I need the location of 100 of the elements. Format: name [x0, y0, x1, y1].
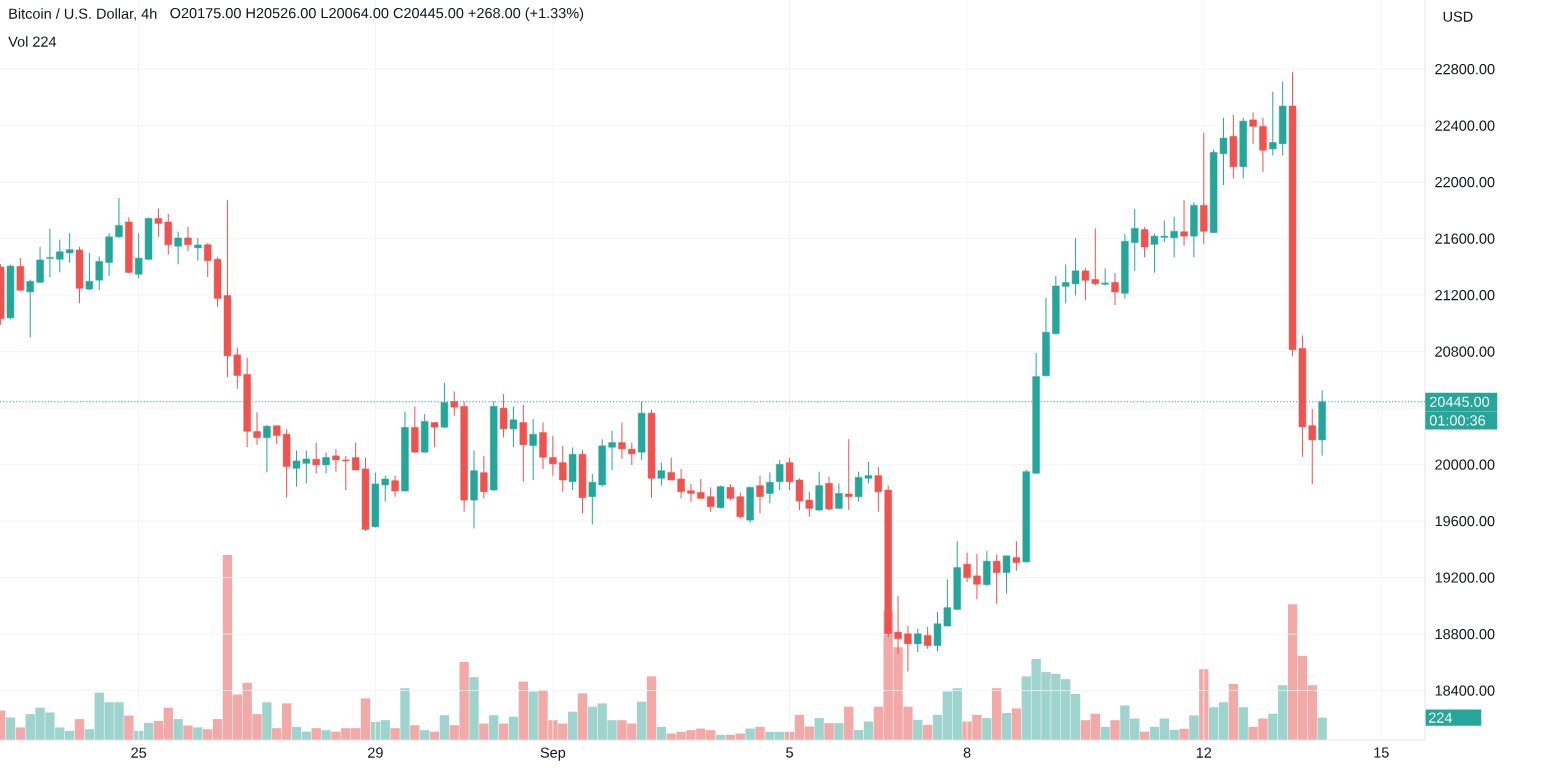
- candlestick: [549, 435, 557, 477]
- candlestick: [184, 226, 192, 252]
- text: 224: [1428, 712, 1453, 723]
- candlestick: [85, 252, 94, 291]
- candlestick: [677, 468, 685, 499]
- candlestick: [26, 279, 34, 339]
- bar: [518, 681, 528, 740]
- bar: [577, 693, 588, 740]
- candlestick: [756, 475, 764, 514]
- bar: [400, 688, 410, 740]
- candlestick: [845, 438, 853, 511]
- candlestick: [1012, 540, 1021, 572]
- candlestick: [963, 552, 971, 583]
- candlestick: [1259, 117, 1267, 173]
- candlestick: [381, 475, 389, 503]
- bar: [193, 727, 203, 740]
- bar: [479, 723, 489, 740]
- y-tick-label: 19600.00: [1435, 515, 1495, 527]
- candlestick: [273, 424, 281, 445]
- candlestick: [687, 483, 695, 503]
- candlestick: [312, 442, 320, 474]
- candlestick: [1002, 555, 1011, 595]
- candlestick: [1269, 91, 1277, 156]
- bar: [1317, 717, 1327, 740]
- y-tick-label: 22800.00: [1435, 64, 1495, 75]
- candlestick: [667, 457, 675, 481]
- candlestick: [56, 239, 64, 273]
- bar: [173, 719, 183, 740]
- candlestick: [697, 478, 705, 500]
- y-tick-label: 20800.00: [1435, 346, 1495, 357]
- bar: [390, 728, 400, 740]
- candlestick: [46, 228, 54, 278]
- candlestick: [499, 393, 508, 438]
- candlestick: [1140, 226, 1149, 258]
- candlestick: [450, 390, 458, 417]
- x-tick-label: 29: [368, 747, 383, 758]
- bar: [1189, 715, 1199, 740]
- candlestick: [1111, 272, 1119, 306]
- candlestick: [874, 466, 883, 513]
- candlestick: [588, 473, 597, 525]
- bar: [745, 728, 755, 740]
- bar: [183, 725, 193, 740]
- bar: [1228, 683, 1239, 740]
- bar: [824, 723, 834, 740]
- candlestick: [776, 459, 784, 491]
- chart-subtitle: O20175.00 H20526.00 L20064.00 C20445.00 +268.00 (+1.33%): [170, 7, 584, 22]
- candlestick: [480, 455, 488, 499]
- candlestick: [835, 482, 843, 510]
- bar: [646, 676, 657, 740]
- candlestick: [332, 448, 340, 473]
- candlestick: [706, 486, 715, 513]
- candlestick: [519, 404, 527, 483]
- y-tick-label: 21600.00: [1435, 233, 1495, 244]
- candlestick: [618, 422, 626, 460]
- bar: [913, 719, 923, 740]
- bar: [1238, 707, 1248, 740]
- y-tick-label: 19200.00: [1435, 572, 1495, 583]
- candlestick: [529, 418, 537, 481]
- bar: [834, 723, 844, 740]
- candlestick: [1180, 199, 1188, 247]
- bar: [528, 691, 538, 740]
- bar: [814, 718, 824, 740]
- candlestick: [992, 554, 1001, 605]
- bar: [1100, 726, 1110, 740]
- candlestick: [16, 257, 25, 292]
- bar: [489, 715, 499, 740]
- y-tick-label: 18800.00: [1435, 628, 1495, 640]
- bar: [15, 727, 26, 740]
- candlestick: [342, 455, 350, 491]
- candlestick: [608, 430, 616, 471]
- y-tick-label: 20000.00: [1435, 459, 1495, 470]
- bar: [508, 716, 519, 740]
- candlestick: [973, 553, 981, 600]
- bar: [262, 702, 272, 740]
- candlestick: [509, 405, 518, 448]
- bar: [982, 718, 992, 740]
- x-tick-label: 15: [1374, 747, 1389, 758]
- bar: [1001, 712, 1012, 740]
- candlestick: [253, 411, 261, 446]
- bar: [636, 701, 647, 740]
- bar: [410, 725, 420, 740]
- bar: [469, 677, 479, 740]
- candlestick: [115, 197, 123, 239]
- candlestick: [657, 462, 666, 487]
- x-tick-label: 5: [786, 747, 793, 758]
- bar: [567, 711, 578, 740]
- candlestick: [65, 232, 74, 264]
- x-tick-label: 8: [963, 747, 971, 758]
- candlestick: [1249, 112, 1257, 145]
- bar: [439, 715, 450, 740]
- candlestick: [628, 442, 636, 466]
- candlestick: [983, 550, 991, 587]
- bar: [124, 715, 134, 740]
- candlestick: [904, 625, 912, 673]
- bar: [844, 706, 854, 740]
- y-tick-label: 22000.00: [1435, 177, 1495, 188]
- candlestick: [391, 475, 399, 498]
- candlestick: [194, 237, 202, 262]
- bar: [321, 730, 331, 740]
- y-tick-label: 21200.00: [1435, 290, 1495, 301]
